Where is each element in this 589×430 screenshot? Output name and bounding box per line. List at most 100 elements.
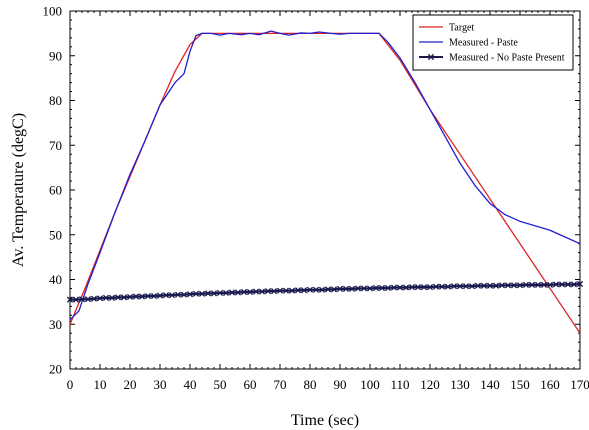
x-tick-label: 90 <box>334 377 347 392</box>
data-point <box>180 291 188 298</box>
data-point <box>216 289 224 297</box>
series-1 <box>69 30 581 321</box>
data-point <box>540 281 548 288</box>
data-point <box>510 282 518 289</box>
x-tick-label: 100 <box>360 377 380 392</box>
data-point <box>378 284 386 292</box>
y-tick-label: 90 <box>49 48 62 63</box>
data-point <box>168 292 176 299</box>
data-point <box>114 294 122 301</box>
data-point <box>426 284 434 291</box>
x-tick-label: 140 <box>480 377 500 392</box>
data-point <box>276 287 284 294</box>
legend-marker <box>427 53 435 61</box>
data-point <box>324 286 332 293</box>
data-point <box>288 287 296 294</box>
data-point <box>558 281 566 288</box>
x-tick-label: 170 <box>570 377 589 392</box>
data-point <box>66 296 74 303</box>
data-point <box>138 293 146 300</box>
data-point <box>522 281 530 288</box>
data-point <box>414 284 422 291</box>
data-point <box>480 282 488 289</box>
x-tick-label: 40 <box>184 377 197 392</box>
y-tick-label: 50 <box>49 227 62 242</box>
data-point <box>486 282 494 289</box>
series-layer <box>66 30 584 334</box>
data-point <box>396 284 404 291</box>
legend-item: Measured - Paste <box>419 38 518 49</box>
series-line <box>69 30 581 321</box>
data-point <box>174 291 182 298</box>
data-point <box>570 281 578 288</box>
data-point <box>282 287 290 294</box>
y-tick-label: 60 <box>49 183 62 198</box>
data-point <box>444 283 452 290</box>
x-tick-label: 50 <box>214 377 227 392</box>
data-point <box>198 290 206 297</box>
data-point <box>300 287 308 294</box>
data-point <box>534 281 542 288</box>
data-point <box>504 282 512 289</box>
data-point <box>264 288 272 295</box>
data-point <box>228 289 236 296</box>
data-point <box>354 285 362 292</box>
data-point <box>342 285 350 292</box>
legend-label: Measured - Paste <box>449 38 518 49</box>
data-point <box>468 283 476 290</box>
y-tick-label: 100 <box>43 4 63 19</box>
data-point <box>234 289 242 296</box>
data-point <box>390 284 398 291</box>
data-point <box>240 288 248 296</box>
data-point <box>384 284 392 292</box>
data-point <box>420 284 428 291</box>
y-tick-label: 30 <box>49 317 62 332</box>
data-point <box>204 290 212 297</box>
y-tick-label: 80 <box>49 93 62 108</box>
data-point <box>84 296 92 303</box>
x-tick-label: 80 <box>304 377 317 392</box>
data-point <box>78 296 86 303</box>
data-point <box>306 286 314 293</box>
data-point <box>474 282 482 289</box>
data-point <box>120 294 128 301</box>
data-point <box>246 288 254 296</box>
data-point <box>156 292 164 299</box>
legend-label: Measured - No Paste Present <box>449 53 565 64</box>
x-tick-label: 130 <box>450 377 470 392</box>
data-point <box>294 287 302 294</box>
data-point <box>462 283 470 290</box>
data-point <box>528 281 536 288</box>
x-axis-label: Time (sec) <box>291 412 359 429</box>
data-point <box>252 288 260 295</box>
data-point <box>360 285 368 292</box>
data-point <box>162 292 170 299</box>
data-point <box>330 286 338 293</box>
x-tick-label: 0 <box>67 377 74 392</box>
data-point <box>210 290 218 297</box>
data-point <box>270 288 278 295</box>
data-point <box>456 283 464 290</box>
data-point <box>126 293 134 301</box>
data-point <box>432 283 440 290</box>
x-tick-label: 10 <box>94 377 107 392</box>
legend: Target Measured - Paste Measured - No Past… <box>412 14 574 71</box>
x-tick-label: 110 <box>390 377 409 392</box>
y-tick-label: 40 <box>49 272 62 287</box>
data-point <box>72 296 80 303</box>
data-point <box>336 285 344 292</box>
x-tick-label: 60 <box>244 377 257 392</box>
data-point <box>516 282 524 289</box>
data-point <box>150 292 158 300</box>
data-point <box>222 289 230 297</box>
data-point <box>144 292 152 300</box>
data-point <box>312 286 320 293</box>
data-point <box>348 285 356 292</box>
data-point <box>186 291 194 298</box>
x-tick-label: 30 <box>154 377 167 392</box>
data-point <box>498 282 506 289</box>
data-point <box>108 294 116 301</box>
data-point <box>546 281 554 288</box>
data-point <box>408 284 416 291</box>
